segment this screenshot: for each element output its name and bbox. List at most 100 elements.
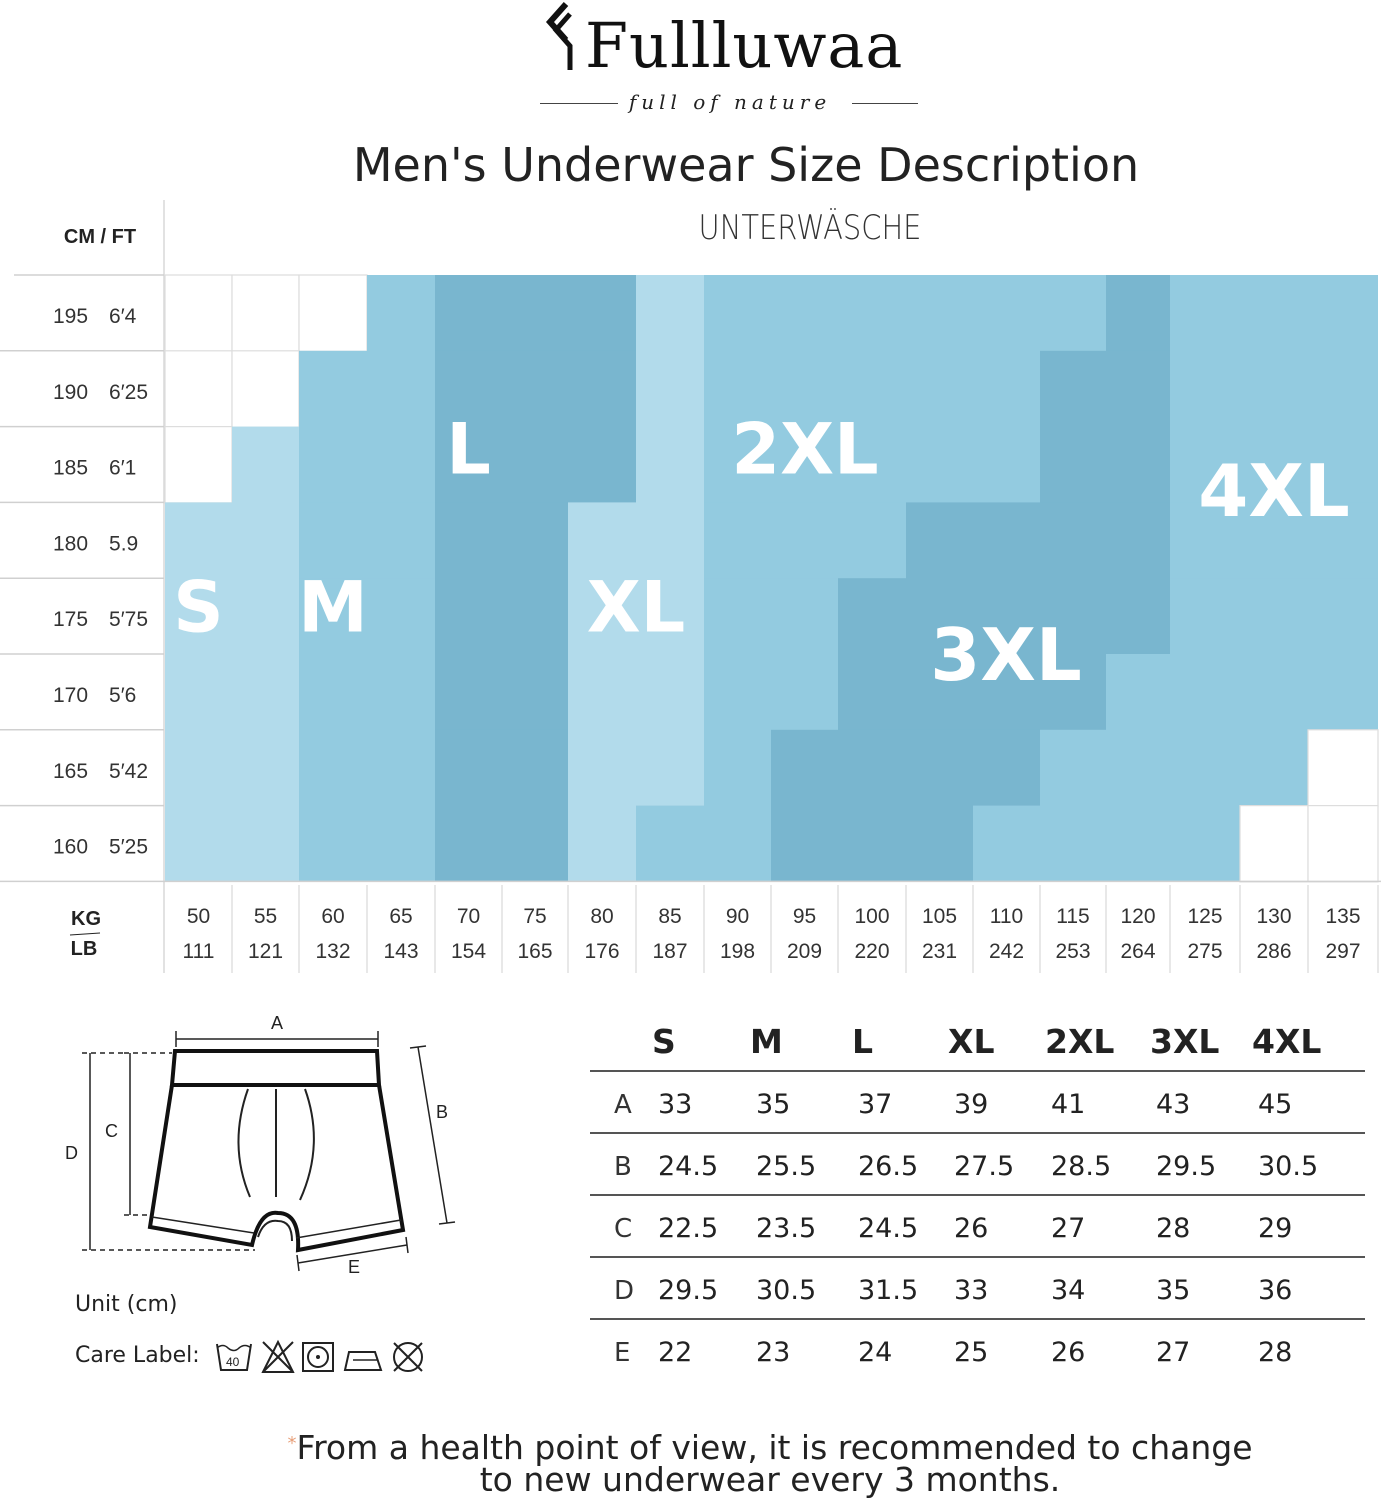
grid-cell [435,426,502,503]
grid-cell [232,729,299,807]
measurement-cell: 43 [1156,1089,1191,1120]
size-column-header: L [852,1022,874,1061]
height-label: 165 5′42 [53,760,148,783]
grid-cell [165,729,232,807]
iron-icon [343,1351,383,1371]
measurement-row-label: E [614,1338,631,1368]
measurement-cell: 25 [954,1337,989,1368]
height-label: 170 5′6 [53,684,136,707]
weight-lb-label: 143 [383,940,418,963]
grid-cell [906,275,973,352]
weight-kg-label: 85 [658,905,681,928]
grid-cell [1170,805,1240,882]
grid-cell [771,502,838,579]
grid-cell [435,350,502,428]
note-line-2: to new underwear every 3 months. [479,1460,1061,1499]
grid-cell [502,805,568,882]
grid-cell [771,729,838,807]
grid-cell [299,502,367,579]
grid-cell [299,350,367,428]
brand-tagline: full of nature [628,90,832,114]
measurement-cell: 27 [1156,1337,1191,1368]
grid-cell [298,274,368,352]
grid-cell [973,729,1040,807]
grid-cell [232,654,299,731]
grid-cell [299,654,367,731]
weight-lb-label: 242 [989,940,1024,963]
measurement-cell: 36 [1258,1275,1293,1306]
grid-cell [502,578,568,655]
table-row-divider [590,1070,1365,1072]
boxer-leg-outline [147,1084,406,1253]
grid-cell [568,502,636,579]
height-label: 185 6′1 [53,457,136,480]
dim-d-label: D [65,1143,78,1163]
grid-cell [771,578,838,655]
grid-cell [299,578,367,655]
weight-lb-label: 231 [922,940,957,963]
grid-cell [771,805,838,882]
height-label: 190 6′25 [53,381,148,404]
grid-cell [231,274,300,352]
weight-kg-label: 125 [1187,905,1222,928]
grid-cell [1308,502,1378,579]
size-column-header: 2XL [1045,1022,1115,1061]
height-label: 160 5′25 [53,836,148,859]
measurement-cell: 28 [1258,1337,1293,1368]
measurement-cell: 37 [858,1089,893,1120]
grid-cell [435,275,502,352]
grid-cell [1240,350,1308,428]
weight-lb-label: 264 [1120,940,1155,963]
measurement-cell: 24.5 [658,1151,719,1182]
grid-cell [973,654,1040,731]
measurement-cell: 26.5 [858,1151,919,1182]
grid-cell [1307,804,1379,883]
measurement-cell: 22 [658,1337,693,1368]
grid-cell [1040,578,1106,655]
grid-cell [704,350,771,428]
height-label: 180 5.9 [53,532,138,555]
grid-cell [435,805,502,882]
grid-cell [838,502,906,579]
table-row-divider [590,1318,1365,1320]
measurement-cell: 29.5 [658,1275,719,1306]
dim-b-tick-bottom [438,1221,456,1225]
grid-cell [502,426,568,503]
grid-cell [704,729,771,807]
grid-cell [906,426,973,503]
weight-lb-label: 220 [854,940,889,963]
grid-cell [367,729,435,807]
dim-b-tick-top [409,1045,427,1049]
weight-kg-label: 115 [1056,905,1089,928]
grid-cell [1106,426,1170,503]
grid-cell [1307,729,1379,807]
grid-cell [1170,729,1240,807]
grid-cell [502,502,568,579]
grid-cell [973,350,1040,428]
grid-cell [165,502,232,579]
grid-cell [1240,578,1308,655]
grid-cell [367,654,435,731]
crotch-inner [257,1219,293,1242]
grid-cell [1240,654,1308,731]
grid-cell [164,426,233,504]
weight-kg-label: 110 [990,905,1023,928]
grid-cell [838,578,906,655]
weight-kg-label: 60 [321,905,344,928]
grid-cell [367,805,435,882]
size-grid-chart: CM / FT 195 6′4 190 6′25 185 6′1 180 5.9 175 … [0,200,1381,973]
grid-cell [231,350,300,428]
size-zone-label: 2XL [731,409,878,491]
grid-cell [704,654,771,731]
brand-tagline-block: full of nature [540,88,920,118]
measurement-row-label: C [614,1214,633,1244]
grid-cell [1040,654,1106,731]
pouch-seam-right [299,1088,315,1201]
measurement-cell: 34 [1051,1275,1086,1306]
grid-cell [1239,804,1309,883]
measurement-cell: 24 [858,1337,893,1368]
grid-cell [367,578,435,655]
wash-temp: 40 [226,1355,240,1369]
grid-cell [232,426,299,503]
grid-cell [906,805,973,882]
